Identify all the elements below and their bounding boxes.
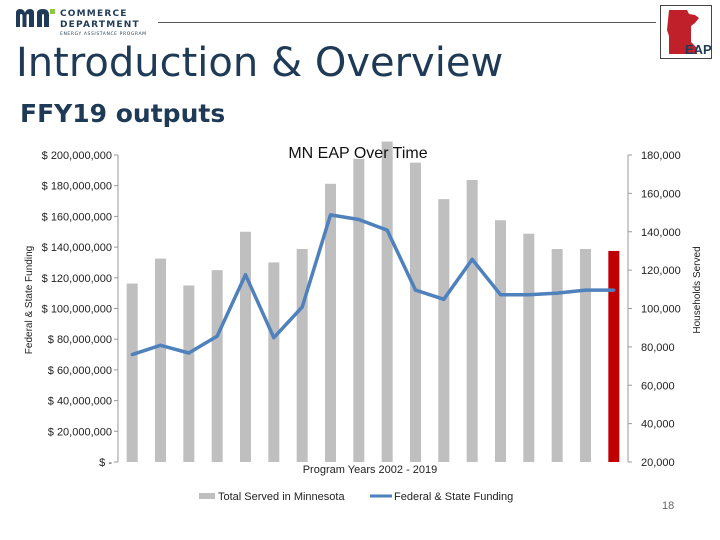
bar-2018 xyxy=(580,249,591,462)
funding-point-2015 xyxy=(498,293,503,297)
bar-2008 xyxy=(296,249,308,462)
right-tick-label: 140,000 xyxy=(641,227,681,239)
bar-2012 xyxy=(410,162,421,463)
logo-line-program: ENERGY ASSISTANCE PROGRAM xyxy=(60,32,147,37)
mn-logo-icon xyxy=(16,9,55,27)
left-tick-label: $ 100,000,000 xyxy=(42,304,112,316)
logo-line-commerce: COMMERCE xyxy=(60,9,128,19)
funding-point-2004 xyxy=(187,351,191,355)
commerce-logo: COMMERCE DEPARTMENT ENERGY ASSISTANCE PR… xyxy=(14,6,164,40)
right-tick-label: 120,000 xyxy=(641,265,681,277)
bar-2005 xyxy=(211,270,223,462)
bar-2011 xyxy=(381,141,393,462)
left-tick-label: $ 120,000,000 xyxy=(42,273,112,285)
header-rule xyxy=(158,22,656,23)
left-tick-label: $ 40,000,000 xyxy=(48,396,112,408)
left-tick-label: $ 160,000,000 xyxy=(42,211,112,223)
bar-2017 xyxy=(551,249,563,462)
badge-text: EAP xyxy=(685,42,711,57)
bar-2016 xyxy=(523,233,535,462)
left-tick-label: $ 200,000,000 xyxy=(42,150,112,162)
minnesota-map-icon: EAP xyxy=(667,10,712,57)
right-tick-label: 60,000 xyxy=(641,380,675,392)
legend-line-label: Federal & State Funding xyxy=(394,491,513,503)
bar-2004 xyxy=(183,285,195,462)
page-title: Introduction & Overview xyxy=(16,40,504,86)
left-tick-label: $ 80,000,000 xyxy=(48,334,112,346)
funding-point-2011 xyxy=(385,228,389,232)
right-tick-label: 160,000 xyxy=(641,188,681,200)
bar-2002 xyxy=(126,283,138,462)
left-tick-label: $ 20,000,000 xyxy=(48,426,112,438)
funding-point-2007 xyxy=(272,336,276,340)
funding-point-2009 xyxy=(328,213,333,217)
bar-2019 xyxy=(608,250,620,462)
bar-2014 xyxy=(466,179,478,462)
funding-point-2008 xyxy=(300,305,304,309)
right-tick-label: 80,000 xyxy=(641,342,675,354)
funding-point-2005 xyxy=(215,334,219,338)
right-tick-label: 100,000 xyxy=(641,304,681,316)
left-tick-label: $ 60,000,000 xyxy=(48,365,112,377)
funding-point-2014 xyxy=(470,257,474,261)
bar-2013 xyxy=(438,199,450,462)
bar-2003 xyxy=(155,258,166,462)
legend-bar-swatch xyxy=(199,493,215,499)
funding-point-2017 xyxy=(555,291,559,295)
right-tick-label: 180,000 xyxy=(641,150,681,162)
page-number: 18 xyxy=(662,500,675,512)
eap-badge: EAP xyxy=(660,5,712,59)
funding-point-2002 xyxy=(130,352,134,357)
logo-line-department: DEPARTMENT xyxy=(60,20,140,30)
funding-point-2003 xyxy=(158,343,163,347)
left-axis-label: Federal & State Funding xyxy=(24,246,35,354)
chart-title: MN EAP Over Time xyxy=(288,145,427,162)
left-tick-label: $ 180,000,000 xyxy=(42,181,112,193)
section-title: FFY19 outputs xyxy=(20,99,226,128)
right-axis-label: Households Served xyxy=(692,246,703,333)
bar-2006 xyxy=(240,231,251,462)
funding-point-2013 xyxy=(442,297,446,301)
funding-point-2019 xyxy=(612,288,616,292)
left-tick-label: $ 140,000,000 xyxy=(42,242,112,254)
funding-point-2012 xyxy=(413,288,418,292)
funding-point-2010 xyxy=(357,217,361,222)
x-axis-label: Program Years 2002 - 2019 xyxy=(303,464,438,476)
left-tick-label: $ - xyxy=(99,457,112,469)
bar-2009 xyxy=(325,183,336,462)
bar-2015 xyxy=(495,220,506,462)
bar-2010 xyxy=(353,158,365,462)
funding-point-2016 xyxy=(527,293,531,297)
legend-bar-label: Total Served in Minnesota xyxy=(218,491,345,503)
right-tick-label: 20,000 xyxy=(641,457,675,469)
funding-point-2018 xyxy=(583,288,588,292)
funding-line xyxy=(131,213,614,357)
funding-point-2006 xyxy=(243,273,248,277)
right-tick-label: 40,000 xyxy=(641,419,675,431)
bar-2007 xyxy=(268,262,280,462)
